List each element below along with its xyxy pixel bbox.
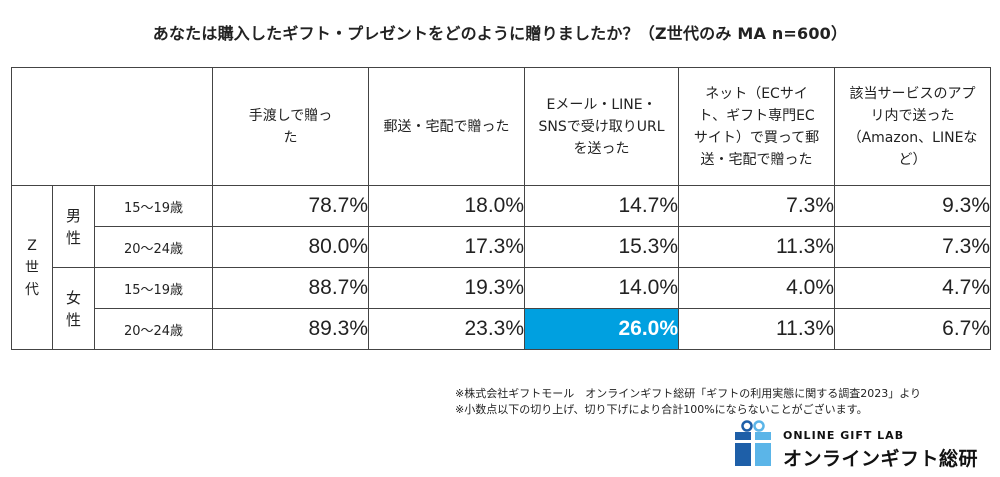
gift-box-left: [735, 432, 751, 466]
value-cell: 23.3%: [368, 308, 526, 350]
header-corner: [10, 67, 214, 186]
value-cell: 18.0%: [368, 185, 526, 227]
value-cell: 7.3%: [678, 185, 836, 227]
gift-box-right: [755, 432, 771, 466]
results-table: 手渡しで贈った 郵送・宅配で贈った Eメール・LINE・SNSで受け取りURLを…: [10, 67, 992, 350]
sex-label: 女性: [52, 267, 95, 350]
value-cell: 17.3%: [368, 226, 526, 268]
age-label: 20〜24歳: [93, 308, 214, 350]
table-row: 女性 15〜19歳 88.7% 19.3% 14.0% 4.0% 4.7%: [12, 267, 992, 350]
footnote: ※小数点以下の切り上げ、切り下げにより合計100%にならないことがございます。: [455, 403, 868, 416]
gift-box-icon: [735, 420, 771, 466]
value-cell: 89.3%: [212, 308, 370, 350]
generation-label: Z世代: [11, 185, 53, 350]
value-cell: 7.3%: [834, 226, 992, 268]
table-row: 20〜24歳 80.0% 17.3% 15.3% 11.3% 7.3%: [12, 226, 992, 268]
value-cell: 4.7%: [834, 267, 992, 309]
brand-logo: ONLINE GIFT LAB オンラインギフト総研: [731, 420, 991, 470]
gift-bow-right: [753, 420, 765, 432]
column-header: 手渡しで贈った: [212, 67, 370, 186]
table-row: 20〜24歳 89.3% 23.3% 26.0% 11.3% 6.7%: [12, 308, 992, 350]
table-row: Z世代 男性 15〜19歳 78.7% 18.0% 14.7% 7.3% 9.3…: [11, 185, 992, 350]
value-cell: 14.7%: [524, 185, 680, 227]
value-cell: 88.7%: [212, 267, 370, 309]
value-cell: 11.3%: [678, 308, 836, 350]
value-cell: 14.0%: [524, 267, 680, 309]
value-cell: 6.7%: [834, 308, 992, 350]
column-header: 郵送・宅配で贈った: [368, 67, 526, 186]
column-header: 該当サービスのアプリ内で送った（Amazon、LINEなど）: [834, 67, 992, 186]
sex-label: 男性: [52, 185, 95, 268]
gift-band: [735, 440, 771, 443]
gift-bow-left: [741, 420, 753, 432]
age-label: 15〜19歳: [93, 267, 214, 309]
chart-title: あなたは購入したギフト・プレゼントをどのように贈りましたか？（Z世代のみ MA …: [152, 24, 848, 43]
value-cell: 4.0%: [678, 267, 836, 309]
logo-text-ja: オンラインギフト総研: [783, 448, 979, 470]
age-label: 20〜24歳: [93, 226, 214, 268]
footnotes: ※株式会社ギフトモール オンラインギフト総研「ギフトの利用実態に関する調査202…: [455, 386, 995, 418]
footnote: ※株式会社ギフトモール オンラインギフト総研「ギフトの利用実態に関する調査202…: [455, 387, 921, 400]
value-cell: 19.3%: [368, 267, 526, 309]
value-cell-highlight: 26.0%: [524, 308, 680, 350]
gift-ribbon: [751, 432, 755, 466]
value-cell: 80.0%: [212, 226, 370, 268]
column-header: Eメール・LINE・SNSで受け取りURLを送った: [524, 67, 680, 186]
age-label: 15〜19歳: [93, 185, 214, 227]
logo-text-en: ONLINE GIFT LAB: [783, 429, 905, 442]
value-cell: 78.7%: [212, 185, 370, 227]
column-header: ネット（ECサイト、ギフト専門ECサイト）で買って郵送・宅配で贈った: [678, 67, 836, 186]
value-cell: 15.3%: [524, 226, 680, 268]
header-row: 手渡しで贈った 郵送・宅配で贈った Eメール・LINE・SNSで受け取りURLを…: [10, 67, 992, 186]
value-cell: 9.3%: [834, 185, 992, 227]
value-cell: 11.3%: [678, 226, 836, 268]
